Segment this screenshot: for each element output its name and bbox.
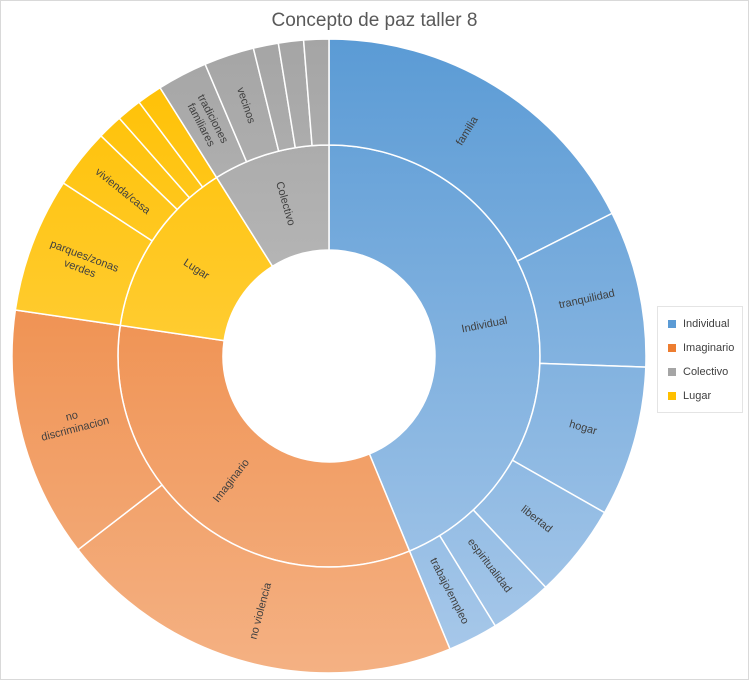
legend-swatch <box>668 320 676 328</box>
chart-title: Concepto de paz taller 8 <box>271 10 478 31</box>
legend-item-colectivo: Colectivo <box>658 360 742 384</box>
legend-label: Individual <box>683 318 730 330</box>
legend-label: Colectivo <box>683 366 729 378</box>
legend-item-imaginario: Imaginario <box>658 336 742 360</box>
legend-swatch <box>668 368 676 376</box>
segment-colectivo-minor-4 <box>302 38 330 147</box>
segment-no-violencia <box>77 483 451 674</box>
legend-label: Imaginario <box>683 342 735 354</box>
legend-swatch <box>668 392 676 400</box>
legend-item-lugar: Lugar <box>658 384 742 408</box>
legend-swatch <box>668 344 676 352</box>
legend: Individual Imaginario Colectivo Lugar <box>657 306 743 413</box>
legend-item-individual: Individual <box>658 312 742 336</box>
legend-label: Lugar <box>683 390 712 402</box>
